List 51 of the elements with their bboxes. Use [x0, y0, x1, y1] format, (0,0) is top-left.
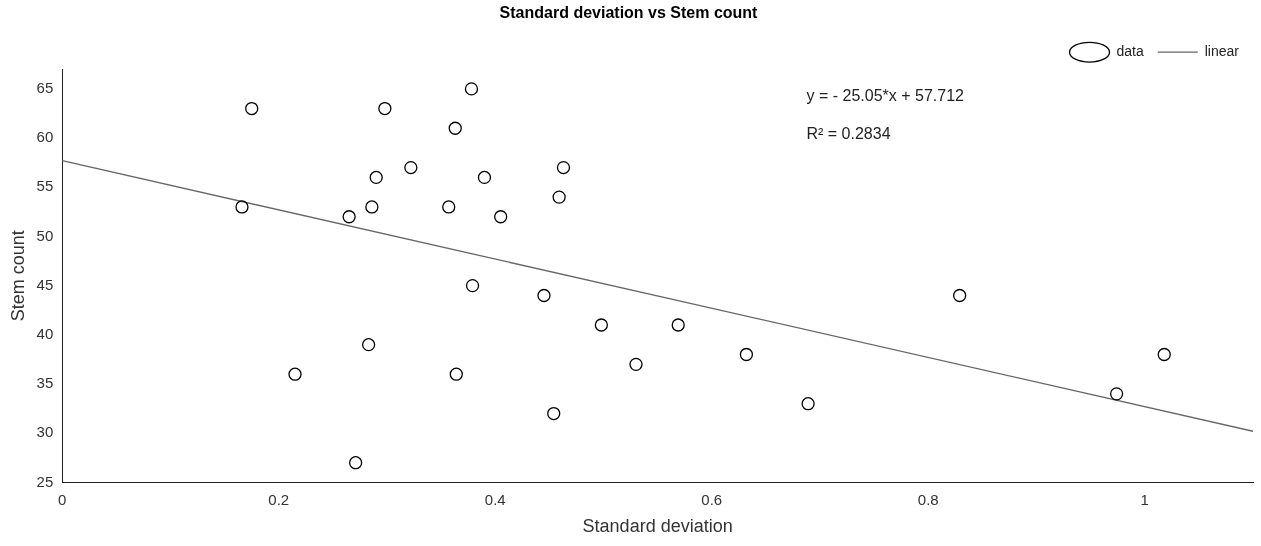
legend-label: linear	[1204, 43, 1240, 60]
point	[671, 318, 685, 332]
annotation: R² = 0.2834	[806, 124, 891, 142]
point	[477, 170, 492, 185]
point	[739, 347, 754, 362]
point	[235, 200, 249, 214]
y-tick-label: 65	[36, 79, 54, 97]
y-tick-label: 50	[36, 226, 54, 244]
point	[556, 160, 571, 175]
point	[361, 338, 376, 352]
x-tick-label: 0	[58, 490, 67, 508]
chart-title: Standard deviation vs Stem count	[499, 4, 759, 22]
point	[801, 397, 815, 411]
y-axis-title: Stem count	[7, 230, 28, 322]
point	[365, 200, 379, 214]
point	[1109, 387, 1124, 401]
x-axis-title: Standard deviation	[582, 516, 733, 537]
y-tick-label: 30	[36, 423, 54, 441]
point	[448, 121, 462, 135]
point	[1157, 347, 1171, 362]
point	[465, 278, 480, 293]
x-tick-label: 0.6	[701, 490, 723, 508]
x-tick-label: 0.8	[917, 490, 939, 508]
point	[464, 82, 479, 96]
annotation: y = - 25.05*x + 57.712	[806, 86, 965, 104]
legend-label: data	[1116, 43, 1144, 60]
y-tick-label: 55	[36, 177, 54, 195]
point	[594, 318, 608, 332]
point	[552, 190, 566, 204]
y-tick-label: 45	[36, 275, 54, 293]
x-tick-label: 0.4	[484, 490, 506, 508]
point	[494, 210, 508, 224]
point	[369, 170, 383, 185]
point	[449, 367, 463, 381]
point	[629, 357, 643, 371]
point	[288, 367, 302, 381]
point	[442, 200, 456, 214]
y-tick-label: 40	[36, 324, 54, 342]
y-tick-label: 35	[36, 374, 54, 392]
point	[404, 160, 418, 175]
y-tick-label: 60	[36, 128, 54, 146]
x-tick-label: 0.2	[268, 490, 290, 508]
point	[342, 210, 356, 224]
x-tick-label: 1	[1140, 490, 1149, 508]
point	[378, 101, 392, 116]
point	[953, 288, 967, 303]
point	[245, 101, 259, 116]
y-tick-label: 25	[36, 472, 54, 490]
point	[537, 288, 551, 303]
point	[348, 456, 363, 470]
point	[547, 406, 561, 421]
